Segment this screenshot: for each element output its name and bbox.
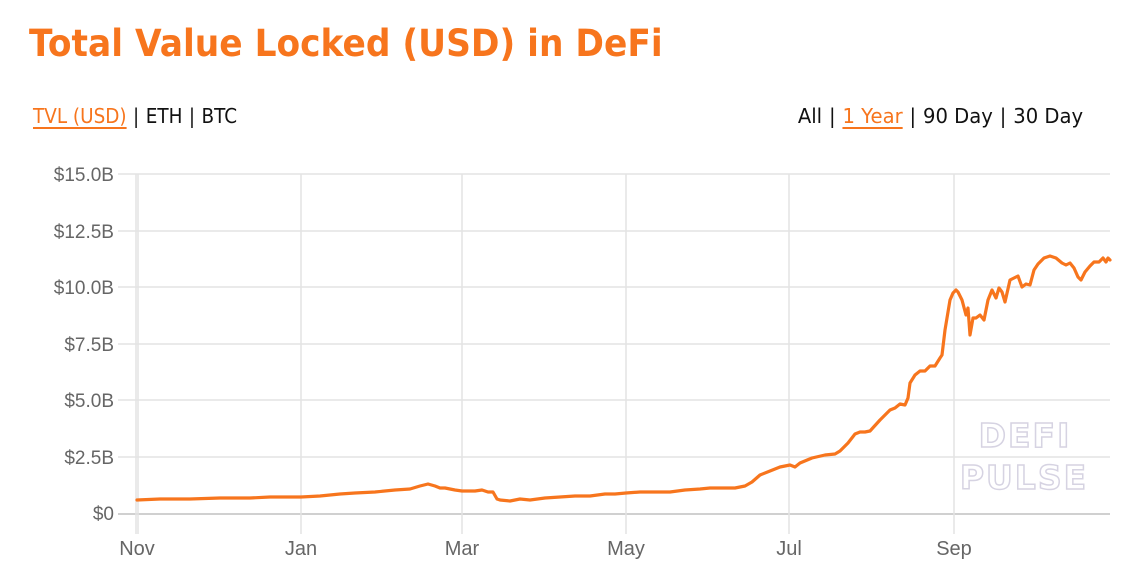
x-tick-label: Jan (285, 538, 317, 560)
x-tick-label: Mar (445, 538, 480, 560)
page-title: Total Value Locked (USD) in DeFi (29, 22, 663, 65)
range-option-all[interactable]: All (797, 104, 823, 128)
watermark-line-2: PULSE (960, 458, 1088, 497)
x-tick-label: Jul (776, 538, 802, 560)
range-option-1-year[interactable]: 1 Year (842, 104, 903, 128)
x-tick-label: May (607, 538, 645, 560)
x-tick-label: Sep (936, 538, 972, 560)
y-tick-label: $5.0B (64, 391, 114, 412)
y-tick-label: $7.5B (64, 335, 114, 356)
y-tick-label: $10.0B (54, 278, 114, 299)
y-axis-labels: $15.0B $12.5B $10.0B $7.5B $5.0B $2.5B $… (54, 165, 114, 525)
y-tick-label: $0 (93, 504, 114, 525)
x-tick-label: Nov (119, 538, 155, 560)
y-tick-label: $2.5B (64, 448, 114, 469)
range-option-90-day[interactable]: 90 Day (922, 104, 993, 128)
metric-option-tvl-usd[interactable]: TVL (USD) (33, 104, 127, 128)
tvl-series-line[interactable] (135, 254, 1112, 503)
range-toggle: All | 1 Year | 90 Day | 30 Day (798, 104, 1083, 128)
defi-pulse-watermark: DEFI PULSE (959, 415, 1088, 498)
watermark-line-1: DEFI (979, 416, 1072, 455)
y-tick-label: $12.5B (54, 222, 114, 243)
separator: | (188, 104, 196, 128)
metric-toggle: TVL (USD) | ETH | BTC (33, 104, 237, 128)
separator: | (828, 104, 836, 128)
metric-option-btc[interactable]: BTC (201, 104, 238, 128)
y-tick-label: $15.0B (54, 165, 114, 186)
x-axis-labels: Nov Jan Mar May Jul Sep (119, 538, 972, 560)
separator: | (909, 104, 917, 128)
separator: | (999, 104, 1007, 128)
range-option-30-day[interactable]: 30 Day (1013, 104, 1083, 128)
separator: | (133, 104, 140, 128)
metric-option-eth[interactable]: ETH (145, 104, 183, 128)
